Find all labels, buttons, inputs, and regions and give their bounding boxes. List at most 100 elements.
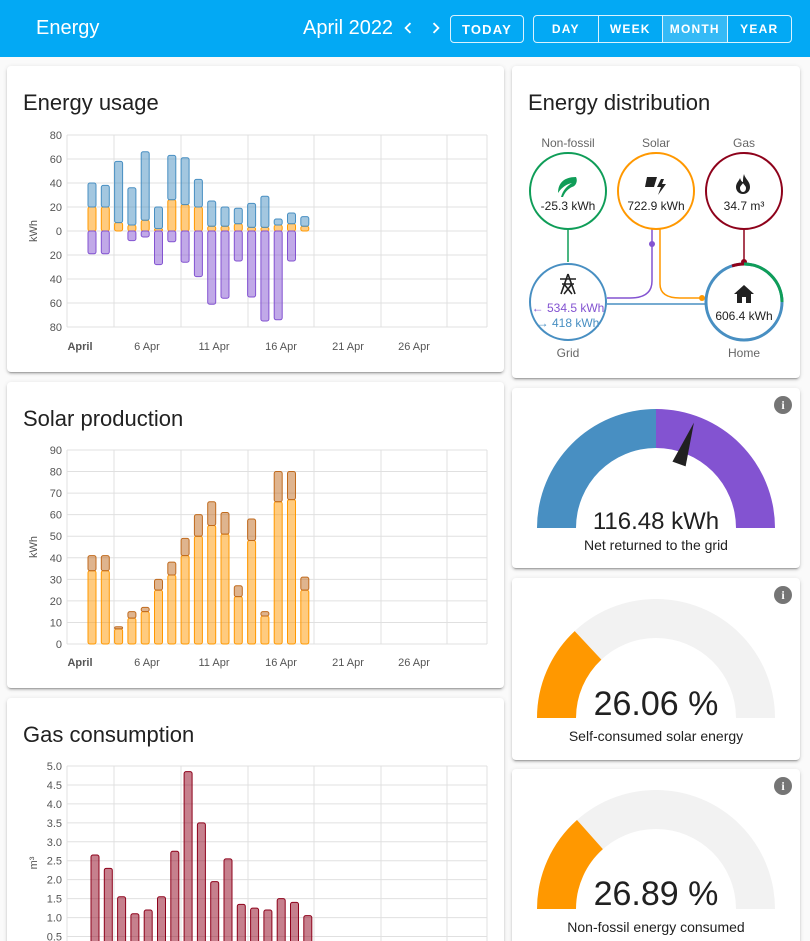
x-tick-label: 6 Apr bbox=[134, 341, 160, 353]
chevron-left-icon bbox=[404, 22, 412, 34]
grid-consumption-bar bbox=[140, 151, 150, 221]
y-tick-label: 80 bbox=[50, 130, 62, 142]
gas-node[interactable] bbox=[705, 152, 783, 230]
info-icon[interactable]: i bbox=[774, 396, 792, 414]
solar-forecast-bar bbox=[300, 576, 310, 591]
x-tick-label: 16 Apr bbox=[265, 341, 297, 353]
solar-production-bar bbox=[300, 589, 310, 645]
grid-consumption-bar bbox=[220, 206, 230, 227]
info-icon[interactable]: i bbox=[774, 586, 792, 604]
solar-forecast-bar bbox=[127, 611, 137, 619]
grid-net-gauge-card: i 116.48 kWh Net returned to the grid bbox=[512, 388, 800, 568]
y-axis-label: kWh bbox=[28, 220, 40, 242]
gas-consumption-bar bbox=[130, 913, 140, 941]
info-icon[interactable]: i bbox=[774, 777, 792, 795]
solar-consumption-bar bbox=[247, 226, 257, 232]
solar-forecast-bar bbox=[180, 537, 190, 557]
returned-to-grid-bar bbox=[260, 230, 270, 322]
returned-to-grid-bar bbox=[233, 230, 243, 262]
gauge-value-arc bbox=[537, 820, 603, 909]
previous-period-button[interactable] bbox=[396, 13, 420, 43]
gas-consumption-bar bbox=[210, 881, 220, 941]
y-tick-label: 0.5 bbox=[47, 932, 62, 941]
fire-icon bbox=[736, 174, 750, 194]
solar-production-bar bbox=[207, 524, 217, 645]
gauge-label: Net returned to the grid bbox=[584, 537, 728, 553]
non-fossil-node[interactable] bbox=[529, 152, 607, 230]
solar-node[interactable] bbox=[617, 152, 695, 230]
y-tick-label: 60 bbox=[50, 298, 62, 310]
self-consumed-gauge bbox=[537, 599, 775, 718]
grid-consumption-bar bbox=[114, 160, 124, 224]
gas-label: Gas bbox=[733, 136, 755, 150]
range-year-button[interactable]: YEAR bbox=[740, 22, 779, 36]
home-label: Home bbox=[728, 346, 760, 360]
grid-consumption-bar bbox=[260, 195, 270, 228]
transmission-tower-icon bbox=[560, 273, 576, 295]
grid-consumption-bar bbox=[287, 212, 296, 225]
solar-production-bar bbox=[100, 570, 110, 645]
y-tick-label: 40 bbox=[50, 274, 62, 286]
returned-to-grid-bar bbox=[220, 230, 230, 299]
returned-to-grid-bar bbox=[180, 230, 190, 263]
solar-forecast-bar bbox=[193, 514, 203, 537]
gas-consumption-bar bbox=[276, 898, 286, 941]
solar-production-bar bbox=[87, 570, 97, 645]
solar-production-bar bbox=[247, 540, 257, 645]
card-title: Gas consumption bbox=[23, 722, 195, 747]
y-tick-label: 3.0 bbox=[47, 837, 62, 849]
range-day-button[interactable]: DAY bbox=[534, 16, 599, 42]
x-tick-label: 16 Apr bbox=[265, 657, 297, 669]
solar-consumption-bar bbox=[287, 223, 296, 232]
grid-consumption-bar bbox=[273, 218, 283, 226]
non-fossil-gauge-card: i 26.89 % Non-fossil energy consumed bbox=[512, 769, 800, 941]
card-title: Energy usage bbox=[23, 90, 159, 115]
gas-consumption-bar bbox=[103, 867, 113, 941]
returned-to-grid-bar bbox=[207, 230, 217, 305]
grid-node[interactable] bbox=[529, 263, 607, 341]
x-tick-label: April bbox=[67, 341, 92, 353]
y-tick-label: 10 bbox=[50, 617, 62, 629]
range-month-button[interactable]: MONTH bbox=[663, 16, 728, 42]
grid-consumption-bar bbox=[193, 178, 203, 208]
energy-distribution-card: Energy distribution Non-fossil -25.3 kWh… bbox=[512, 66, 800, 378]
non-fossil-label: Non-fossil bbox=[541, 136, 594, 150]
gas-consumption-bar bbox=[90, 854, 100, 941]
y-tick-label: 90 bbox=[50, 445, 62, 457]
gas-consumption-bar bbox=[143, 909, 153, 941]
solar-production-bar bbox=[233, 596, 243, 645]
solar-forecast-bar bbox=[87, 555, 97, 572]
solar-production-bar bbox=[193, 535, 203, 645]
grid-consumption-bar bbox=[127, 187, 137, 226]
solar-to-grid-line bbox=[607, 229, 653, 299]
returned-to-grid-bar bbox=[127, 230, 137, 242]
solar-forecast-bar bbox=[247, 518, 257, 542]
solar-power-icon bbox=[645, 177, 666, 195]
gauge-value: 26.06 % bbox=[593, 685, 719, 723]
grid-label: Grid bbox=[557, 346, 580, 360]
solar-production-bar bbox=[127, 617, 137, 645]
solar-consumption-bar bbox=[140, 219, 150, 232]
solar-production-bar bbox=[114, 628, 124, 645]
y-tick-label: 70 bbox=[50, 488, 62, 500]
solar-forecast-bar bbox=[287, 471, 296, 501]
today-button[interactable]: TODAY bbox=[450, 15, 524, 43]
solar-production-bar bbox=[220, 533, 230, 645]
app-title: Energy bbox=[36, 17, 100, 39]
grid-to-value: → 418 kWh bbox=[537, 316, 600, 330]
energy-usage-chart: 80 60 40 20 0 20 40 60 80 April 6 Apr 11 Apr 16 Apr 2… bbox=[28, 130, 488, 353]
grid-consumption-bar bbox=[247, 202, 257, 228]
range-week-button[interactable]: WEEK bbox=[599, 16, 663, 42]
solar-consumption-bar bbox=[114, 222, 124, 232]
y-tick-label: 0 bbox=[56, 639, 62, 651]
gauge-value: 116.48 kWh bbox=[592, 508, 720, 535]
x-tick-label: 21 Apr bbox=[332, 341, 364, 353]
flow-dot bbox=[699, 295, 705, 301]
grid-consumption-bar bbox=[167, 154, 177, 201]
next-period-button[interactable] bbox=[424, 13, 448, 43]
returned-to-grid-bar bbox=[287, 230, 296, 262]
leaf-icon bbox=[558, 177, 577, 197]
y-tick-label: 20 bbox=[50, 250, 62, 262]
solar-production-bar bbox=[180, 555, 190, 645]
solar-label: Solar bbox=[642, 136, 670, 150]
